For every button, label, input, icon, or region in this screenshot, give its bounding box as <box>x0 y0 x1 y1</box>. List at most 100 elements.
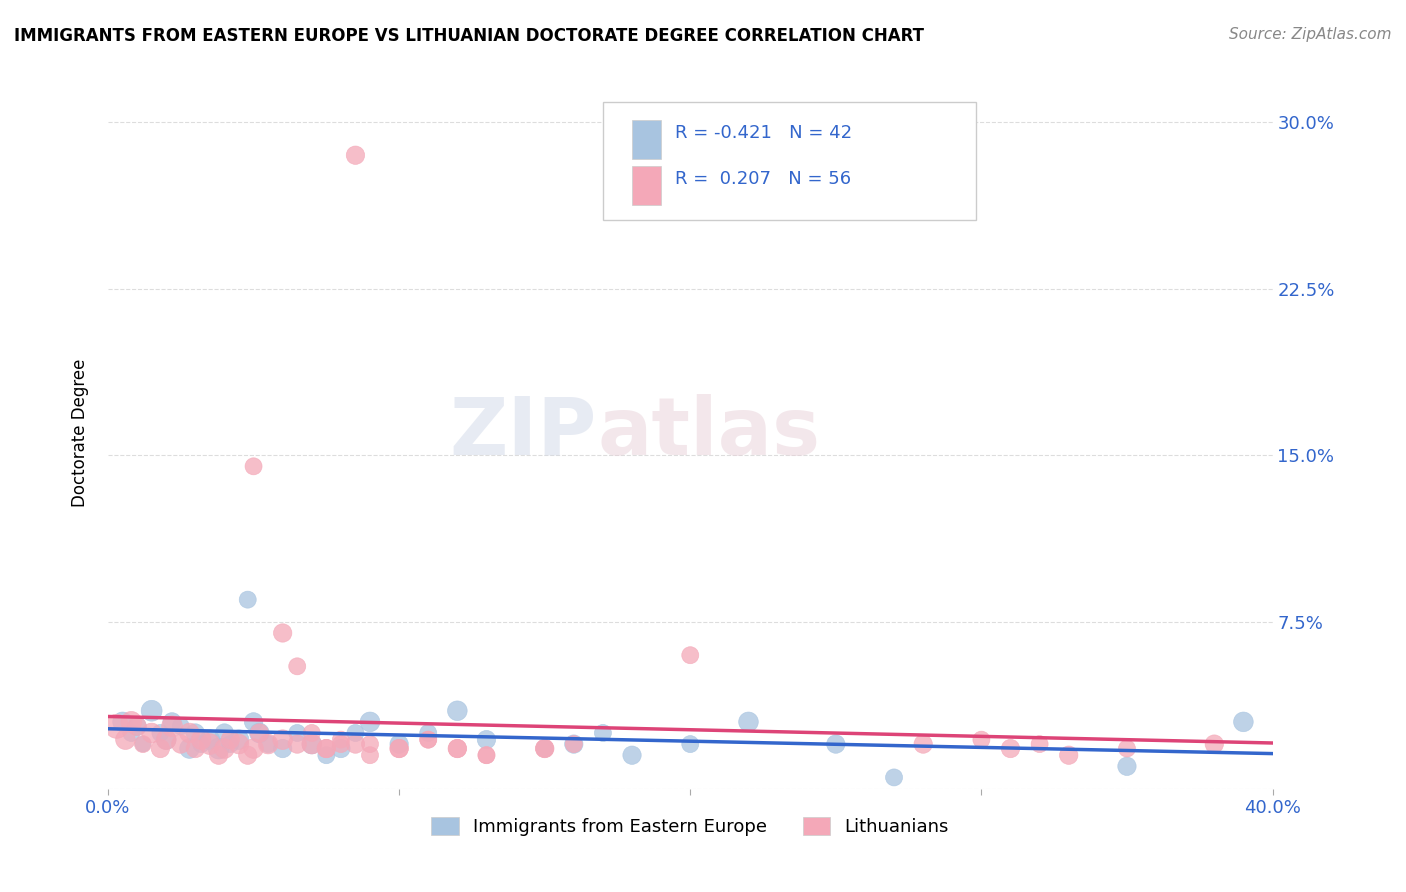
Point <box>170 737 193 751</box>
Point <box>344 726 367 740</box>
Point <box>242 459 264 474</box>
Point <box>214 726 236 740</box>
Point <box>190 732 212 747</box>
FancyBboxPatch shape <box>633 120 661 159</box>
FancyBboxPatch shape <box>633 166 661 205</box>
Point <box>446 741 468 756</box>
Point <box>155 732 177 747</box>
Point <box>242 741 264 756</box>
Point <box>562 737 585 751</box>
Point <box>120 726 142 740</box>
Point <box>149 741 172 756</box>
Point <box>236 748 259 763</box>
Point <box>388 741 411 756</box>
Point <box>592 726 614 740</box>
Text: R =  0.207   N = 56: R = 0.207 N = 56 <box>675 169 851 188</box>
Point <box>315 741 337 756</box>
Point <box>329 737 352 751</box>
Point <box>179 741 201 756</box>
Point <box>388 741 411 756</box>
Point <box>970 732 993 747</box>
Point <box>228 737 250 751</box>
Point <box>219 737 242 751</box>
Point <box>271 741 294 756</box>
Point <box>247 726 270 740</box>
Point <box>1116 759 1139 773</box>
Point <box>236 592 259 607</box>
Point <box>1057 748 1080 763</box>
Point <box>184 741 207 756</box>
Point <box>285 737 308 751</box>
Point <box>329 741 352 756</box>
Point <box>1116 741 1139 756</box>
Y-axis label: Doctorate Degree: Doctorate Degree <box>72 359 89 508</box>
Point <box>315 748 337 763</box>
Point <box>679 737 702 751</box>
Point <box>533 741 555 756</box>
Point <box>247 726 270 740</box>
Point <box>912 737 935 751</box>
Point <box>160 714 183 729</box>
Point <box>301 737 323 751</box>
Point <box>1000 741 1022 756</box>
Point <box>228 732 250 747</box>
Point <box>207 748 229 763</box>
Point <box>475 748 498 763</box>
Point <box>155 732 177 747</box>
Point <box>271 626 294 640</box>
Text: ZIP: ZIP <box>450 394 598 472</box>
Point <box>207 741 229 756</box>
Point <box>418 732 440 747</box>
Point <box>111 714 134 729</box>
Point <box>737 714 759 729</box>
Point <box>418 732 440 747</box>
Point <box>446 741 468 756</box>
Point <box>315 741 337 756</box>
Point <box>1204 737 1226 751</box>
Point <box>301 737 323 751</box>
Point <box>149 726 172 740</box>
Point <box>132 737 155 751</box>
Point <box>198 732 221 747</box>
Point <box>141 726 163 740</box>
Point <box>271 732 294 747</box>
Point <box>214 741 236 756</box>
Point <box>344 148 367 162</box>
Point <box>388 737 411 751</box>
Point <box>285 726 308 740</box>
Point <box>120 714 142 729</box>
Point <box>359 714 381 729</box>
Point <box>883 771 905 785</box>
Text: IMMIGRANTS FROM EASTERN EUROPE VS LITHUANIAN DOCTORATE DEGREE CORRELATION CHART: IMMIGRANTS FROM EASTERN EUROPE VS LITHUA… <box>14 27 924 45</box>
Point <box>418 726 440 740</box>
Point <box>198 737 221 751</box>
Point <box>475 748 498 763</box>
Point <box>242 714 264 729</box>
Point <box>301 726 323 740</box>
Point <box>179 726 201 740</box>
Point <box>141 704 163 718</box>
Point <box>533 741 555 756</box>
Point <box>160 719 183 733</box>
Point <box>190 737 212 751</box>
Point <box>127 719 149 733</box>
Point <box>105 719 128 733</box>
Point <box>359 748 381 763</box>
Point <box>359 737 381 751</box>
Point <box>184 726 207 740</box>
Point <box>679 648 702 663</box>
Point <box>824 737 846 751</box>
Point <box>329 732 352 747</box>
Text: Source: ZipAtlas.com: Source: ZipAtlas.com <box>1229 27 1392 42</box>
Point <box>285 659 308 673</box>
Point <box>257 737 280 751</box>
Point <box>170 719 193 733</box>
Point <box>562 737 585 751</box>
Point <box>621 748 644 763</box>
Point <box>475 732 498 747</box>
Point <box>1028 737 1050 751</box>
Point <box>132 737 155 751</box>
Point <box>114 732 136 747</box>
Point <box>257 737 280 751</box>
Text: atlas: atlas <box>598 394 820 472</box>
